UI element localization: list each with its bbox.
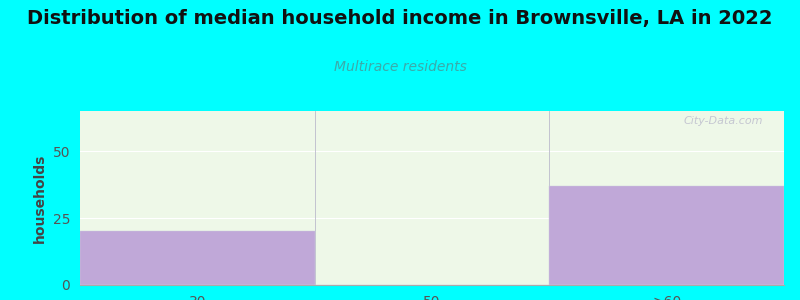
- Text: Multirace residents: Multirace residents: [334, 60, 466, 74]
- Y-axis label: households: households: [34, 153, 47, 243]
- Text: City-Data.com: City-Data.com: [683, 116, 763, 126]
- Bar: [550, 186, 784, 285]
- Text: Distribution of median household income in Brownsville, LA in 2022: Distribution of median household income …: [27, 9, 773, 28]
- Bar: [80, 232, 314, 285]
